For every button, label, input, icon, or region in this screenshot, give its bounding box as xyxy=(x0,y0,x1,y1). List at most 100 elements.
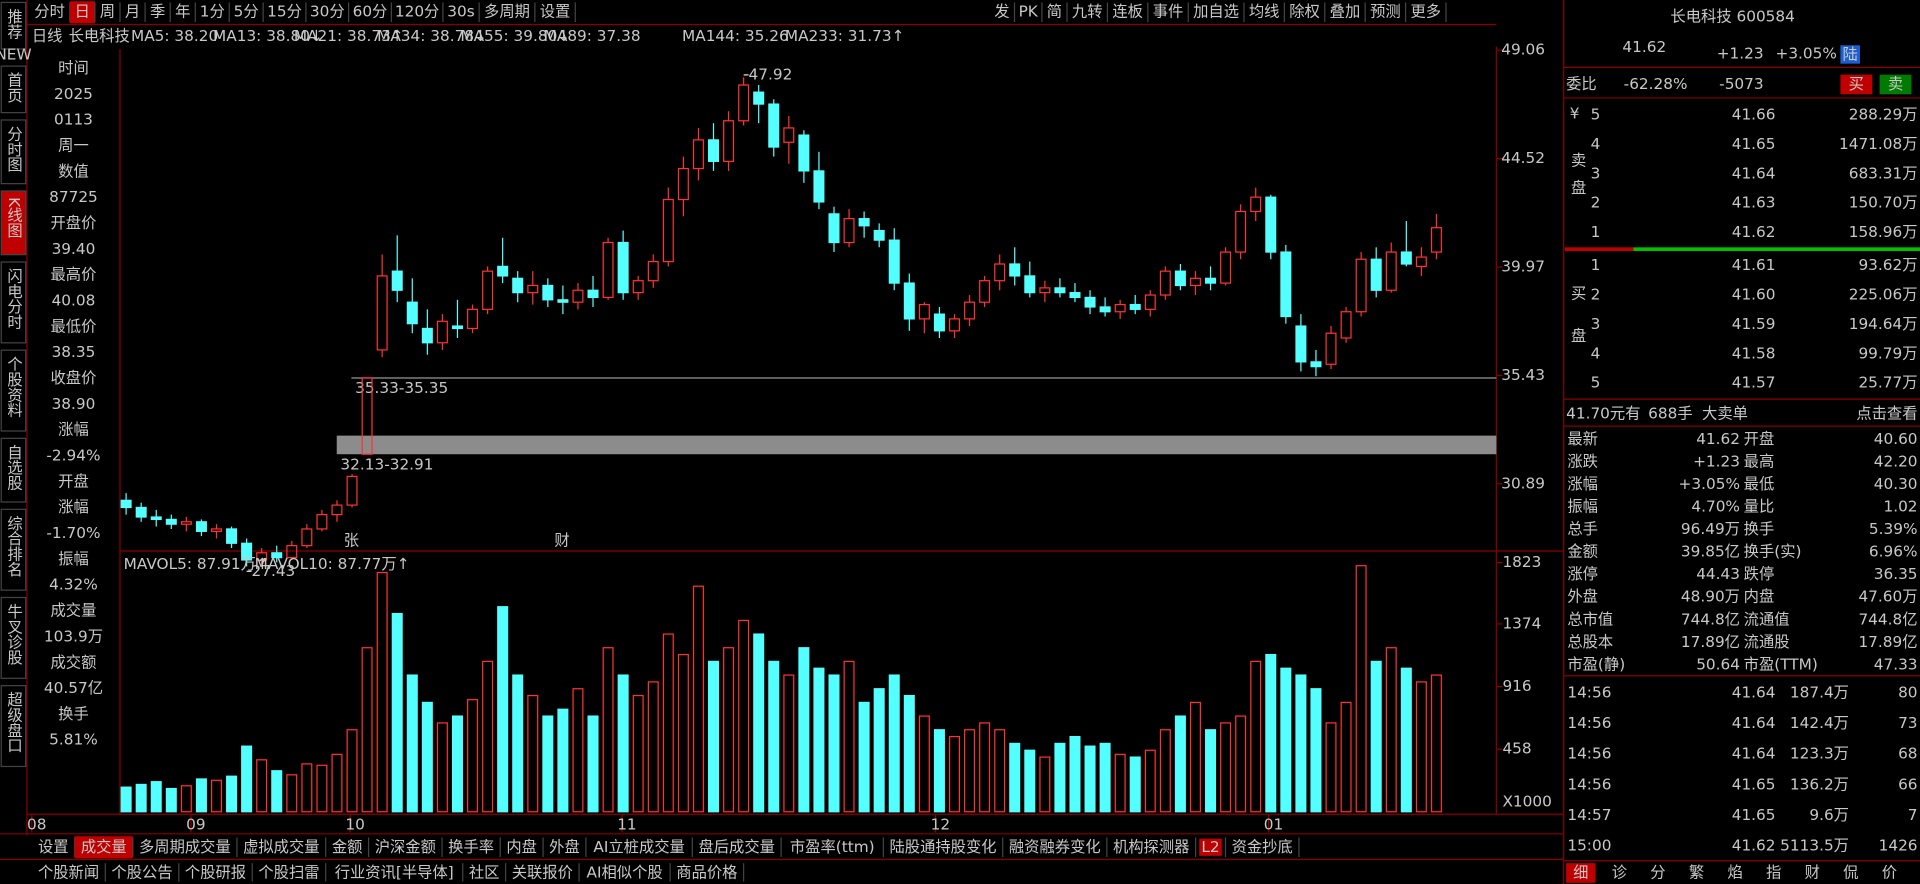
toolbar-button[interactable]: 30分 xyxy=(310,3,345,21)
sidebar-label[interactable]: 推荐 xyxy=(5,9,23,40)
sidebar-label[interactable]: K线图 xyxy=(5,197,23,238)
sidebar-item[interactable] xyxy=(0,508,27,591)
x-tick-label: 08 xyxy=(27,816,46,834)
sidebar-item[interactable] xyxy=(0,190,27,256)
sidebar-label[interactable]: 闪电分时 xyxy=(5,268,23,329)
bottom-link[interactable]: 行业资讯[半导体] xyxy=(335,863,454,881)
bottom-tab[interactable]: 金额 xyxy=(332,838,363,856)
bottom-link[interactable]: 个股扫雷 xyxy=(258,863,319,881)
sidebar-item[interactable] xyxy=(0,437,27,503)
bottom-tab[interactable]: 内盘 xyxy=(506,838,537,856)
toolbar-button[interactable]: 120分 xyxy=(395,3,440,21)
toolbar-button[interactable]: 分时 xyxy=(34,3,65,21)
candle-body xyxy=(346,475,358,506)
sidebar-label[interactable]: 个股资料 xyxy=(5,356,23,417)
bottom-tab[interactable]: 设置 xyxy=(38,838,69,856)
bottom-tab[interactable]: AI立桩成交量 xyxy=(593,838,684,856)
sidebar-item[interactable] xyxy=(0,1,27,50)
candle-body xyxy=(527,284,539,294)
candle-body xyxy=(994,263,1006,282)
sidebar-label[interactable]: 首页 xyxy=(5,72,23,103)
book-level: 5 xyxy=(1591,374,1601,392)
bottom-tab[interactable]: 多周期成交量 xyxy=(139,838,231,856)
sidebar-item[interactable] xyxy=(0,119,27,185)
bottom-link[interactable]: 关联报价 xyxy=(512,863,573,881)
bottom-tab[interactable]: L2 xyxy=(1201,838,1219,856)
bottom-tab[interactable]: 外盘 xyxy=(549,838,580,856)
sidebar-label[interactable]: 自选股 xyxy=(5,444,23,491)
toolbar-button[interactable]: 九转 xyxy=(1072,3,1103,21)
info-item: -1.70% xyxy=(46,524,100,542)
sidebar-item[interactable] xyxy=(0,65,27,114)
toolbar-button[interactable]: 简 xyxy=(1047,3,1062,21)
bottom-link[interactable]: 个股研报 xyxy=(185,863,246,881)
panel-tab[interactable]: 价 xyxy=(1882,863,1897,881)
toolbar-button[interactable]: 均线 xyxy=(1249,3,1280,21)
event-marker[interactable]: 财 xyxy=(554,532,569,550)
book-level: 3 xyxy=(1591,164,1601,182)
sell-button[interactable]: 卖 xyxy=(1888,75,1903,93)
toolbar-button[interactable]: 更多 xyxy=(1410,3,1441,21)
toolbar-button[interactable]: 除权 xyxy=(1289,3,1320,21)
toolbar-button[interactable]: 60分 xyxy=(353,3,388,21)
bottom-link[interactable]: 个股公告 xyxy=(111,863,172,881)
panel-tab[interactable]: 繁 xyxy=(1689,863,1704,881)
panel-tab[interactable]: 分 xyxy=(1650,863,1665,881)
toolbar-button[interactable]: 发 xyxy=(994,3,1009,21)
toolbar-button[interactable]: 设置 xyxy=(540,3,571,21)
bottom-tab[interactable]: 盘后成交量 xyxy=(698,838,775,856)
toolbar-button[interactable]: 叠加 xyxy=(1330,3,1361,21)
toolbar-button[interactable]: 年 xyxy=(175,3,190,21)
bottom-tab[interactable]: 成交量 xyxy=(81,838,127,856)
event-marker[interactable]: 张 xyxy=(344,532,359,550)
panel-tab[interactable]: 指 xyxy=(1766,863,1781,881)
panel-tab[interactable]: 焰 xyxy=(1727,863,1742,881)
toolbar-button[interactable]: 30s xyxy=(447,3,474,21)
panel-tab[interactable]: 财 xyxy=(1805,863,1820,881)
bottom-tab[interactable]: 换手率 xyxy=(448,838,494,856)
tab-selected xyxy=(69,1,95,24)
sidebar-label[interactable]: 超级盘口 xyxy=(5,692,23,753)
bottom-link[interactable]: 商品价格 xyxy=(676,863,737,881)
toolbar-button[interactable]: 预测 xyxy=(1370,3,1401,21)
bottom-tab[interactable]: 机构探测器 xyxy=(1113,838,1190,856)
trade-count: 80 xyxy=(1898,683,1917,701)
toolbar-button[interactable]: 连板 xyxy=(1112,3,1143,21)
toolbar-button[interactable]: PK xyxy=(1019,3,1039,21)
volume-bar xyxy=(256,759,268,813)
trade-price: 41.65 xyxy=(1732,775,1776,793)
bottom-tab[interactable]: 市盈率(ttm) xyxy=(790,838,875,856)
toolbar-button[interactable]: 季 xyxy=(150,3,165,21)
bottom-tab[interactable]: 资金抄底 xyxy=(1232,838,1293,856)
panel-tab[interactable]: 细 xyxy=(1573,863,1588,881)
bottom-link[interactable]: 个股新闻 xyxy=(38,863,99,881)
toolbar-button[interactable]: 月 xyxy=(125,3,140,21)
toolbar-button[interactable]: 加自选 xyxy=(1193,3,1239,21)
panel-tab[interactable]: 诊 xyxy=(1612,863,1627,881)
panel-tab[interactable]: 侃 xyxy=(1843,863,1858,881)
toolbar-button[interactable]: 周 xyxy=(100,3,115,21)
sidebar-label[interactable]: 分时图 xyxy=(5,126,23,172)
sidebar-item[interactable] xyxy=(0,685,27,768)
toolbar-button[interactable]: 5分 xyxy=(234,3,259,21)
sidebar-label[interactable]: 综合排名 xyxy=(5,515,23,576)
toolbar-button[interactable]: 多周期 xyxy=(484,3,530,21)
bottom-tab[interactable]: 融资融券变化 xyxy=(1009,838,1101,856)
buy-button[interactable]: 买 xyxy=(1849,75,1864,93)
candle-body xyxy=(1370,258,1382,291)
sidebar-item[interactable] xyxy=(0,261,27,344)
bottom-tab[interactable]: 虚拟成交量 xyxy=(243,838,320,856)
toolbar-button[interactable]: 事件 xyxy=(1153,3,1184,21)
toolbar-button[interactable]: 1分 xyxy=(200,3,225,21)
bottom-link[interactable]: AI相似个股 xyxy=(587,863,663,881)
big-order[interactable]: 点击查看 xyxy=(1856,404,1917,422)
toolbar-button[interactable]: 15分 xyxy=(267,3,302,21)
sidebar-item[interactable] xyxy=(0,596,27,679)
sidebar-label[interactable]: 牛叉诊股 xyxy=(5,604,23,666)
bottom-link[interactable]: 社区 xyxy=(469,863,500,881)
bottom-tab[interactable]: 沪深金额 xyxy=(375,838,436,856)
toolbar-button[interactable]: 日 xyxy=(75,3,90,21)
sidebar-item[interactable] xyxy=(0,349,27,432)
bottom-tab[interactable]: 陆股通持股变化 xyxy=(889,838,996,856)
